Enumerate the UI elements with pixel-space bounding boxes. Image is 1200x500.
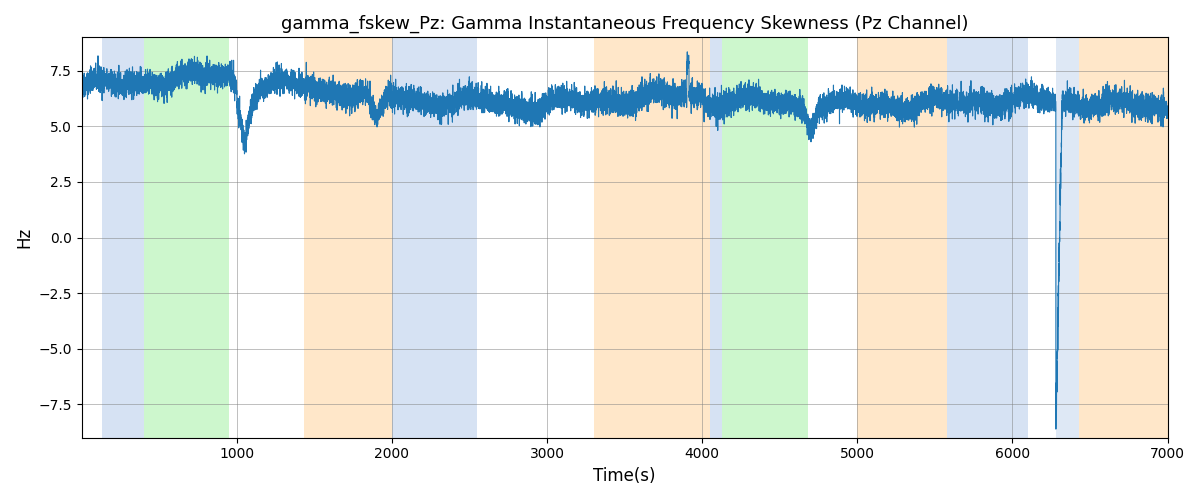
Bar [857, 38, 947, 438]
X-axis label: Time(s): Time(s) [593, 467, 656, 485]
Bar [392, 38, 478, 438]
Bar [710, 38, 722, 438]
Title: gamma_fskew_Pz: Gamma Instantaneous Frequency Skewness (Pz Channel): gamma_fskew_Pz: Gamma Instantaneous Freq… [281, 15, 968, 34]
Y-axis label: Hz: Hz [14, 227, 34, 248]
Bar [102, 38, 144, 438]
Bar [144, 38, 229, 438]
Bar [947, 38, 1028, 438]
Bar [722, 38, 808, 438]
Bar [304, 38, 392, 438]
Bar [1056, 38, 1079, 438]
Bar [1079, 38, 1168, 438]
Bar [594, 38, 710, 438]
